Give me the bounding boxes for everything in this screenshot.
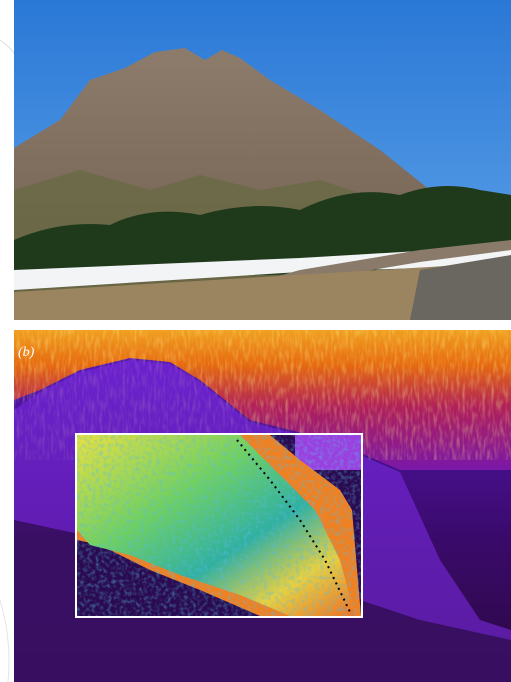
- figure: (b): [0, 0, 511, 682]
- panel-label: (b): [18, 345, 35, 360]
- margin-sketch: [0, 600, 9, 682]
- volcano-photo: [14, 0, 511, 320]
- inset-image: [77, 435, 361, 616]
- page: (b) (() => { const data = JSON.parse(doc…: [0, 0, 511, 682]
